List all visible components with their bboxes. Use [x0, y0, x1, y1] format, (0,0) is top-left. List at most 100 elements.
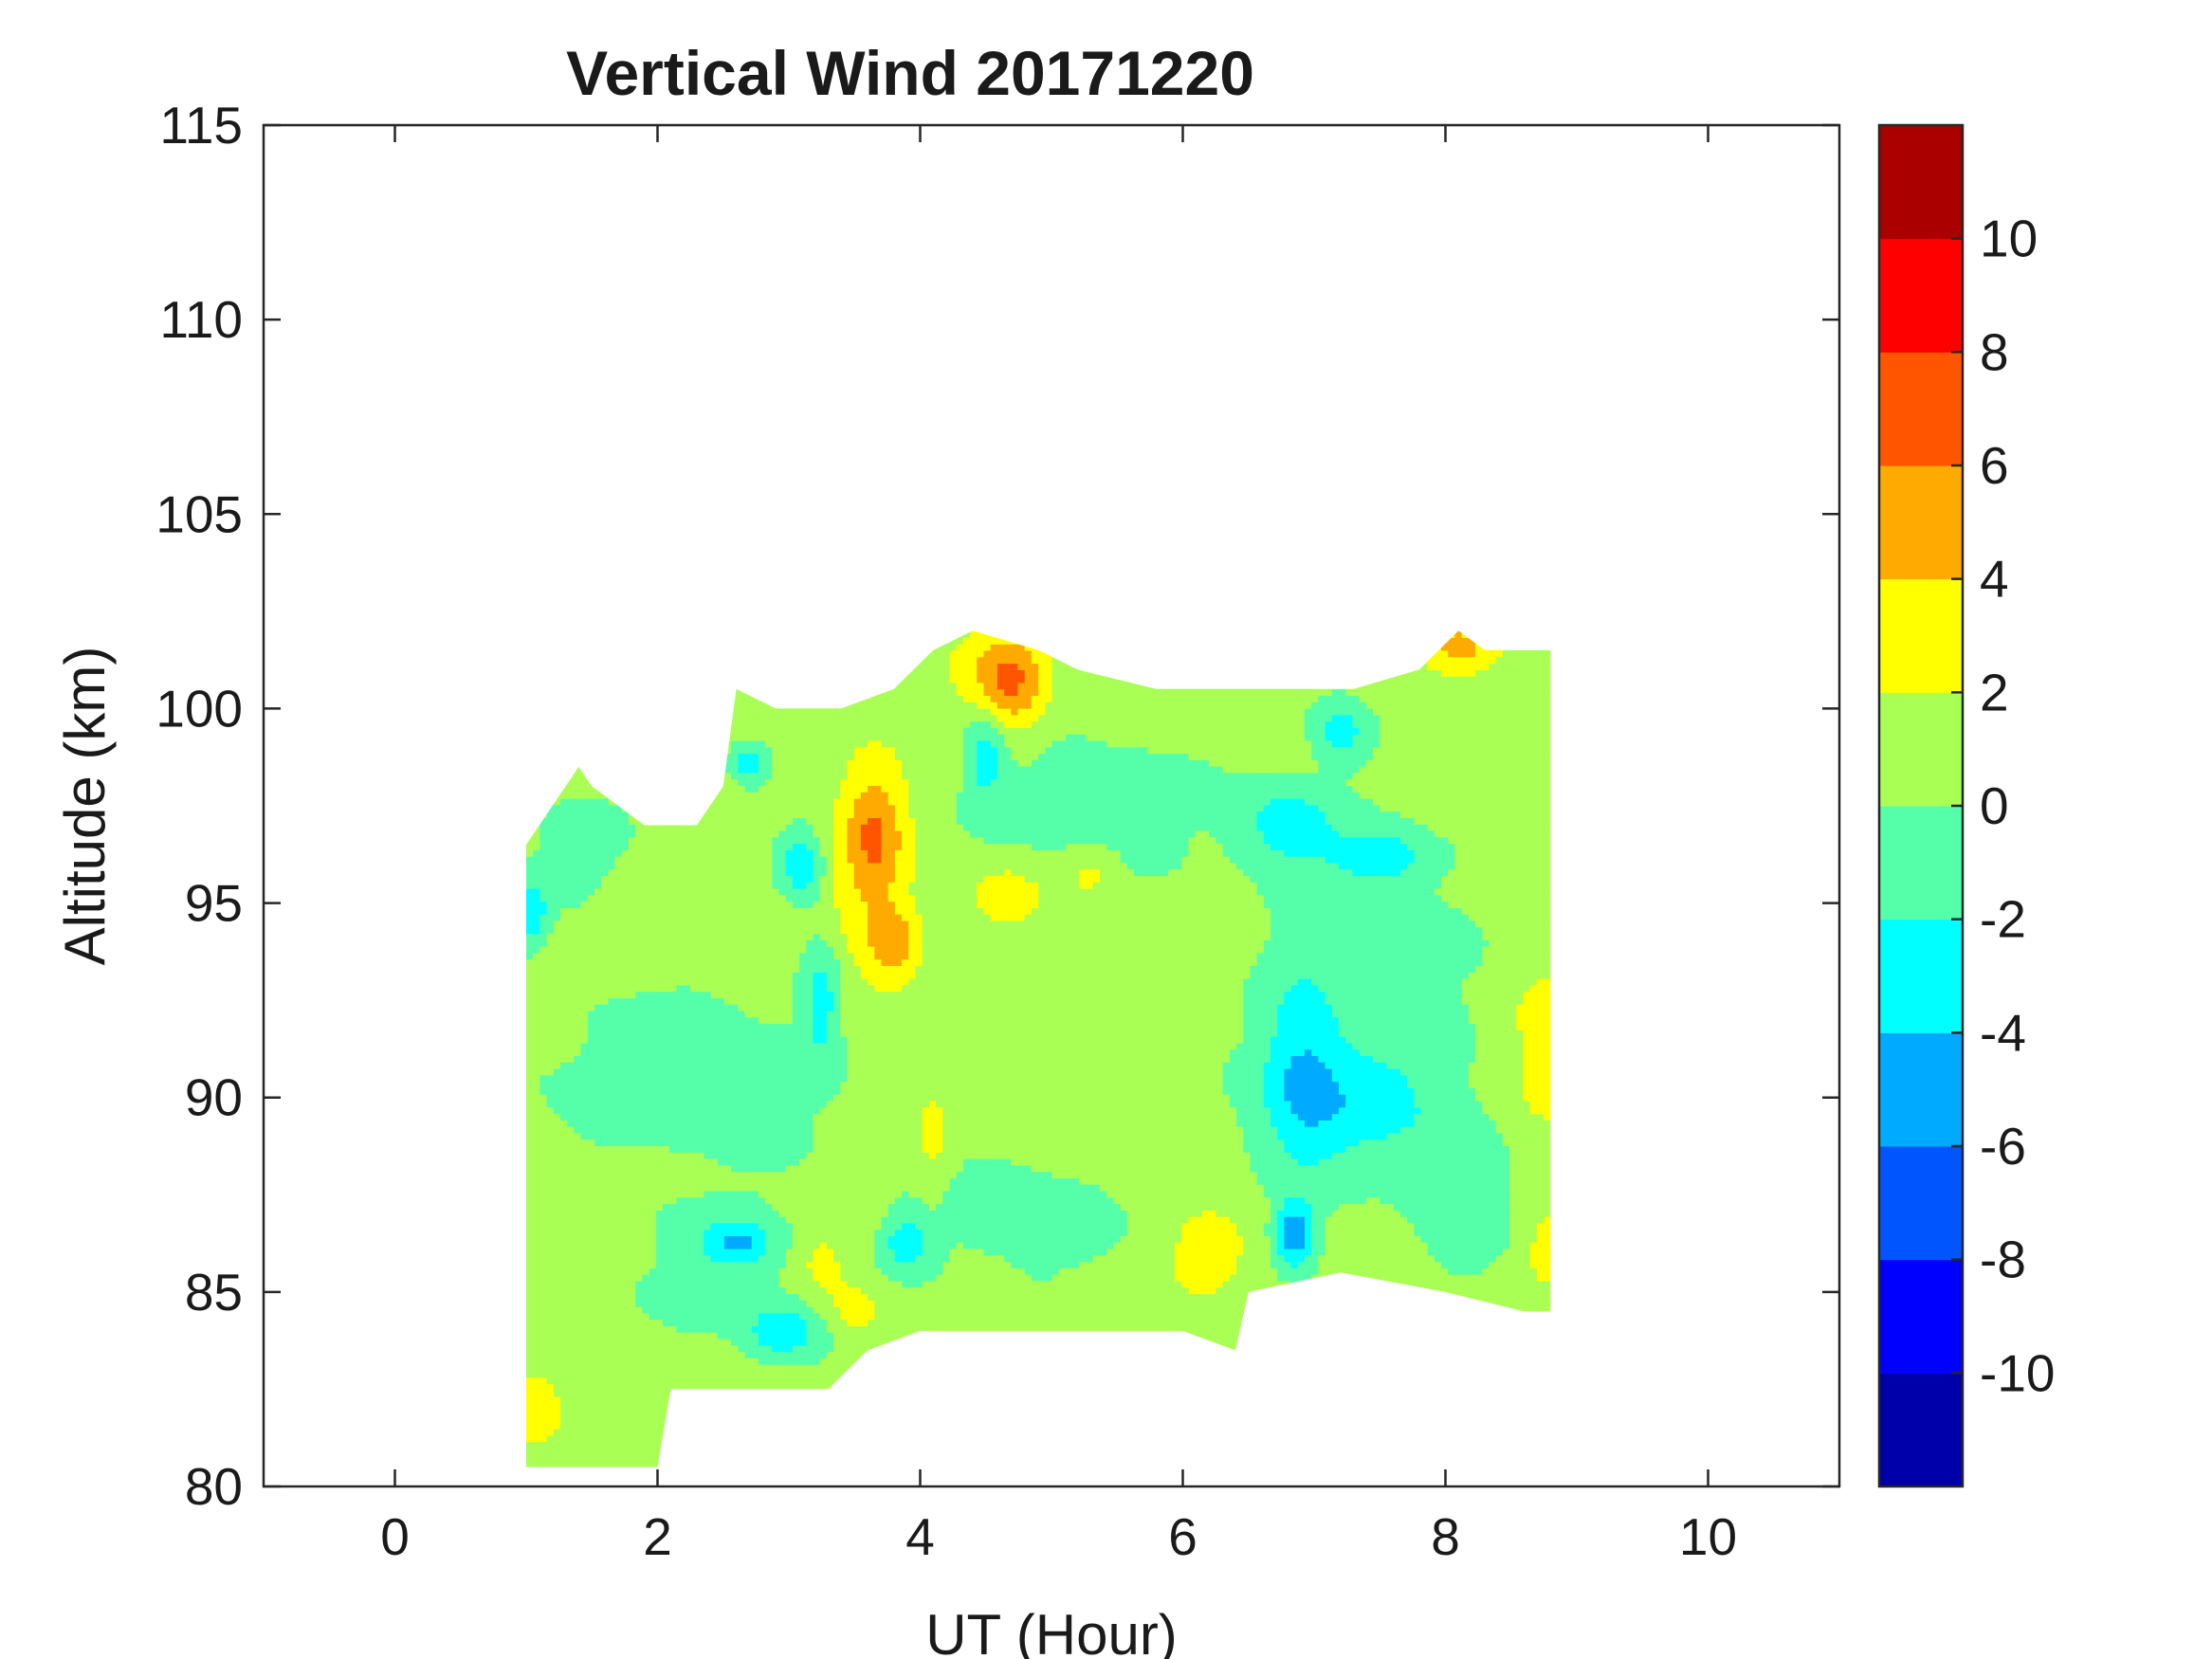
contour-cell — [689, 1351, 698, 1358]
contour-cell — [526, 1312, 534, 1321]
contour-cell — [908, 1267, 917, 1275]
contour-cell — [902, 1312, 910, 1321]
contour-cell — [621, 1338, 630, 1346]
contour-cell — [533, 1286, 541, 1295]
contour-cell — [649, 1332, 657, 1340]
contour-cell — [629, 1305, 636, 1314]
contour-cell — [642, 1395, 650, 1404]
contour-cell — [1243, 1261, 1252, 1268]
contour-cell — [1216, 1319, 1224, 1326]
contour-cell — [813, 1267, 821, 1275]
contour-cell — [819, 1363, 828, 1372]
contour-cell — [546, 1376, 555, 1385]
contour-cell — [642, 1325, 650, 1333]
contour-cell — [962, 1254, 971, 1263]
contour-cell — [1516, 1305, 1525, 1314]
contour-cell — [601, 1261, 610, 1268]
contour-cell — [1181, 1254, 1190, 1263]
contour-cell — [710, 1363, 719, 1372]
contour-cell — [614, 1358, 623, 1365]
contour-cell — [1038, 1312, 1047, 1321]
contour-cell — [1222, 1280, 1231, 1288]
contour-cell — [655, 1293, 664, 1301]
contour-cell — [847, 1280, 855, 1288]
contour-cell — [663, 1351, 670, 1358]
contour-cell — [1141, 1293, 1149, 1301]
contour-cell — [894, 1300, 903, 1307]
contour-cell — [614, 1434, 623, 1443]
contour-cell — [990, 1305, 998, 1314]
contour-cell — [813, 1254, 821, 1263]
contour-cell — [580, 1351, 589, 1358]
contour-cell — [1216, 1325, 1224, 1333]
contour-cell — [1509, 1286, 1518, 1295]
contour-cell — [928, 1267, 937, 1275]
contour-cell — [546, 1434, 555, 1443]
contour-cell — [1475, 1280, 1484, 1288]
contour-cell — [635, 1402, 644, 1411]
contour-cell — [962, 1280, 971, 1288]
contour-cell — [689, 1286, 698, 1295]
contour-cell — [567, 1383, 576, 1391]
contour-cell — [587, 1460, 595, 1468]
contour-cell — [977, 1293, 985, 1301]
contour-cell — [894, 1280, 903, 1288]
contour-cell — [874, 1305, 883, 1314]
contour-cell — [1147, 1254, 1156, 1263]
contour-cell — [533, 1390, 541, 1397]
contour-cell — [1454, 1273, 1463, 1282]
contour-cell — [649, 1383, 657, 1391]
contour-cell — [546, 1254, 555, 1263]
contour-cell — [1502, 1273, 1510, 1282]
contour-cell — [983, 1293, 992, 1301]
contour-cell — [765, 1351, 774, 1358]
contour-cell — [744, 1376, 753, 1385]
contour-cell — [635, 1370, 644, 1378]
contour-cell — [614, 1293, 623, 1301]
contour-cell — [553, 1280, 561, 1288]
contour-cell — [942, 1280, 951, 1288]
contour-cell — [567, 1332, 576, 1340]
contour-cell — [1106, 1261, 1115, 1268]
contour-cell — [553, 1376, 561, 1385]
contour-cell — [1195, 1312, 1203, 1321]
contour-cell — [553, 1428, 561, 1436]
contour-cell — [1297, 1261, 1306, 1268]
contour-cell — [772, 1332, 780, 1340]
contour-cell — [928, 1305, 937, 1314]
contour-cell — [614, 1453, 623, 1462]
contour-cell — [574, 1453, 582, 1462]
contour-cell — [601, 1351, 610, 1358]
contour-cell — [772, 1344, 780, 1353]
contour-cell — [840, 1363, 849, 1372]
contour-cell — [853, 1273, 862, 1282]
contour-cell — [1024, 1319, 1033, 1326]
contour-cell — [614, 1305, 623, 1314]
contour-cell — [778, 1261, 787, 1268]
contour-cell — [608, 1261, 616, 1268]
contour-cell — [1250, 1261, 1258, 1268]
contour-cell — [751, 1300, 759, 1307]
contour-cell — [1359, 1261, 1367, 1268]
contour-cell — [731, 1383, 740, 1391]
contour-cell — [1529, 1300, 1538, 1307]
contour-cell — [1024, 1280, 1033, 1288]
contour-cell — [772, 1267, 780, 1275]
contour-cell — [676, 1325, 685, 1333]
contour-cell — [717, 1273, 725, 1282]
contour-cell — [717, 1300, 725, 1307]
contour-cell — [1188, 1319, 1197, 1326]
contour-cell — [887, 1286, 896, 1295]
contour-cell — [792, 1300, 800, 1307]
contour-cell — [860, 1338, 868, 1346]
contour-cell — [553, 1300, 561, 1307]
contour-cell — [621, 1422, 630, 1430]
contour-cell — [663, 1409, 670, 1416]
contour-cell — [840, 1280, 849, 1288]
contour-cell — [649, 1390, 657, 1397]
contour-cell — [608, 1415, 616, 1423]
contour-cell — [1004, 1280, 1013, 1288]
contour-cell — [1100, 1280, 1107, 1288]
contour-cell — [894, 1261, 903, 1268]
contour-cell — [580, 1422, 589, 1430]
